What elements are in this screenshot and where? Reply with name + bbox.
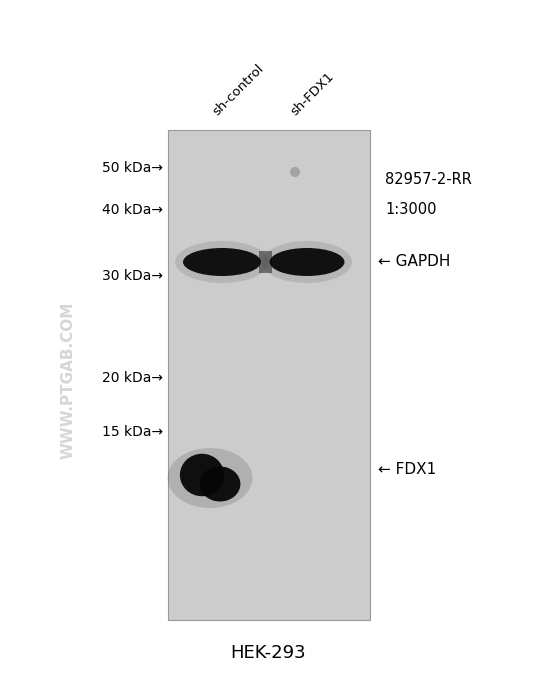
Text: sh-FDX1: sh-FDX1 xyxy=(288,70,337,118)
Ellipse shape xyxy=(270,248,344,276)
Ellipse shape xyxy=(262,241,352,283)
Ellipse shape xyxy=(180,454,224,496)
Text: sh-control: sh-control xyxy=(210,62,266,118)
Bar xyxy=(259,251,272,273)
Text: 1:3000: 1:3000 xyxy=(385,202,437,218)
Text: HEK-293: HEK-293 xyxy=(230,644,306,662)
Ellipse shape xyxy=(175,241,269,283)
Ellipse shape xyxy=(183,248,261,276)
Text: 20 kDa→: 20 kDa→ xyxy=(102,371,163,385)
Ellipse shape xyxy=(168,448,252,508)
Text: 50 kDa→: 50 kDa→ xyxy=(102,161,163,175)
Ellipse shape xyxy=(290,167,300,177)
Text: ← FDX1: ← FDX1 xyxy=(378,463,436,477)
Text: 40 kDa→: 40 kDa→ xyxy=(102,203,163,217)
Bar xyxy=(168,130,370,620)
Text: 82957-2-RR: 82957-2-RR xyxy=(385,172,472,188)
Text: WWW.PTGAB.COM: WWW.PTGAB.COM xyxy=(60,301,75,458)
Text: ← GAPDH: ← GAPDH xyxy=(378,255,450,270)
Ellipse shape xyxy=(200,466,240,501)
Text: 30 kDa→: 30 kDa→ xyxy=(102,269,163,283)
Text: 15 kDa→: 15 kDa→ xyxy=(102,425,163,439)
